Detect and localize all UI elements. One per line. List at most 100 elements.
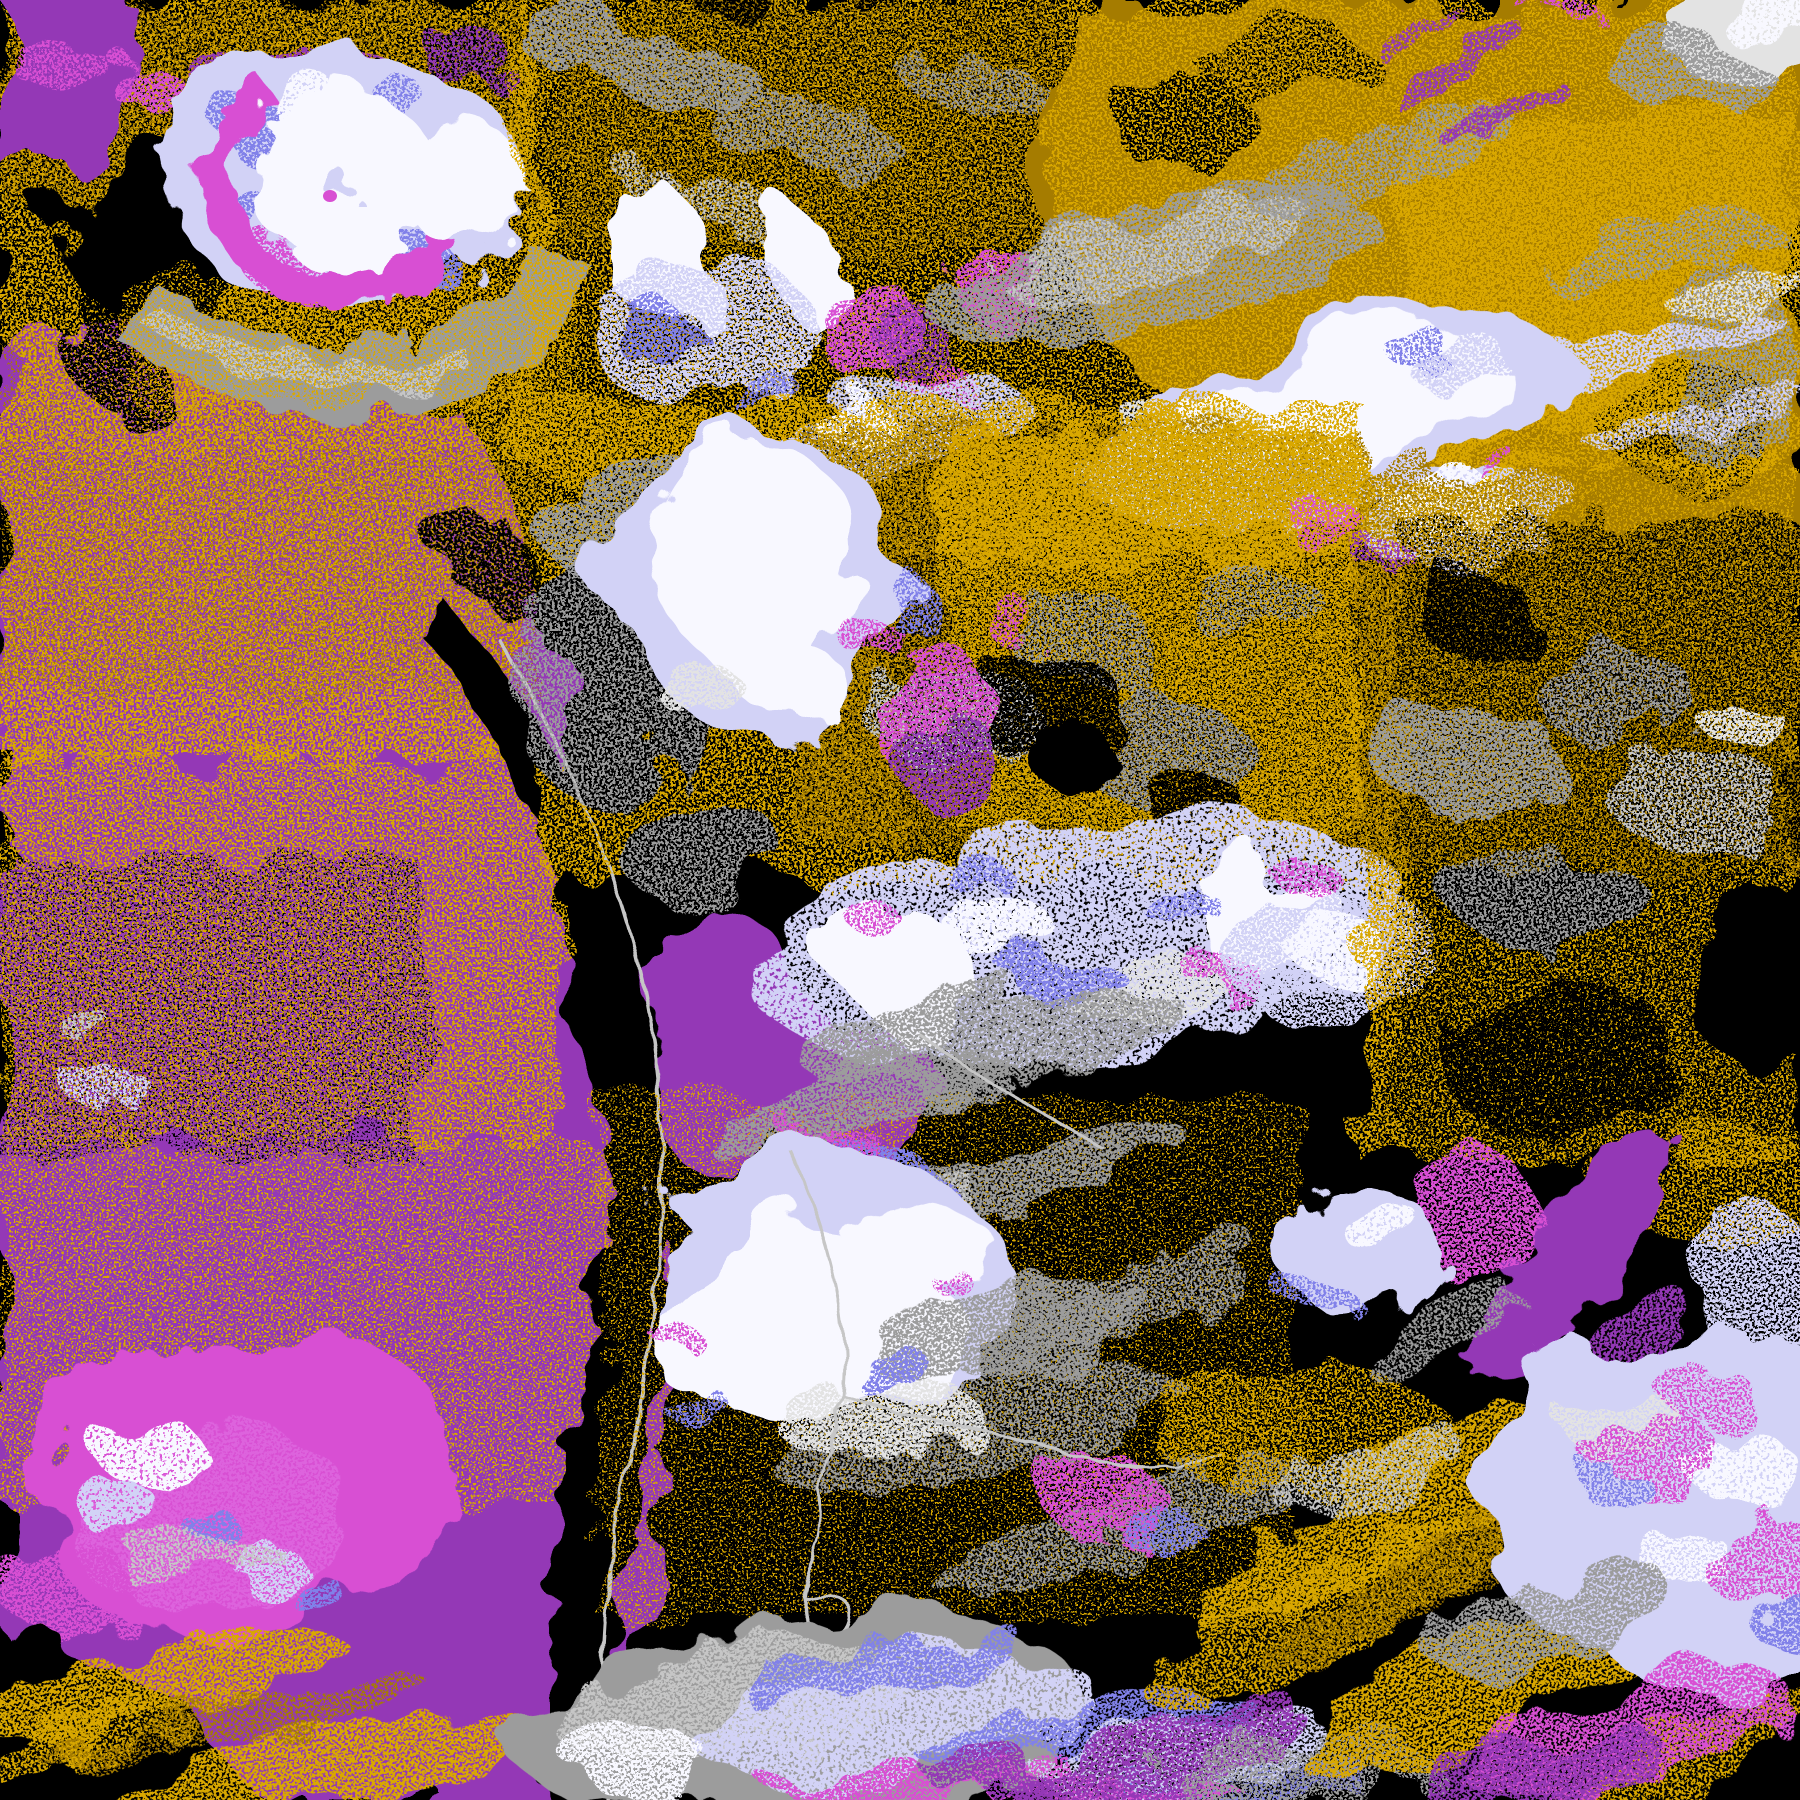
white-convective-blob xyxy=(655,440,855,670)
magenta-speck xyxy=(988,592,1032,648)
gray-cloud xyxy=(1540,650,1700,750)
black-mottle xyxy=(1440,980,1680,1140)
periwinkle-fringe xyxy=(655,1380,725,1420)
gray-cloud-band xyxy=(1532,207,1768,293)
southeast-region xyxy=(1150,1129,1800,1800)
cyclone-white-hook xyxy=(295,222,405,278)
gray-wisp xyxy=(1297,1420,1463,1520)
magenta-cloud-tail xyxy=(0,1545,140,1635)
white-cloud-spot xyxy=(260,73,340,117)
magenta-speck xyxy=(648,1315,692,1345)
periwinkle-fringe xyxy=(1285,1280,1355,1320)
periwinkle-fringe xyxy=(1120,1505,1200,1555)
magenta-mottle xyxy=(1700,1510,1800,1610)
gray-mottle xyxy=(620,790,780,910)
magenta-speck xyxy=(115,65,185,115)
periwinkle-streak xyxy=(1010,950,1120,1000)
white-cloud-blob xyxy=(945,895,1055,965)
cloud-blob xyxy=(73,1479,157,1531)
gray-wisp xyxy=(514,8,766,112)
purple-streak xyxy=(1369,10,1471,60)
gold-streak xyxy=(0,1624,335,1746)
north-central-region xyxy=(514,0,1100,482)
gray-fringe xyxy=(1446,1561,1674,1679)
cyclone-white-lobe xyxy=(405,120,525,250)
periwinkle-streak xyxy=(945,862,1015,898)
black-mottle xyxy=(1420,580,1540,660)
magenta-speck xyxy=(845,897,895,933)
periwinkle-fringe xyxy=(1745,1596,1800,1644)
purple-patch xyxy=(930,1745,1040,1800)
east-region xyxy=(1290,470,1800,1160)
tropical-cyclone xyxy=(175,35,525,320)
south-central-region xyxy=(521,1033,1440,1800)
magenta-mottle xyxy=(1665,1367,1755,1423)
gray-cloud xyxy=(1700,695,1780,745)
border-line xyxy=(919,1033,1106,1152)
gray-cloud-band xyxy=(1004,198,1316,302)
lavender-tail xyxy=(1690,1210,1800,1390)
purple-diagonal-band xyxy=(1480,1129,1670,1381)
periwinkle-streak xyxy=(732,1626,1028,1704)
white-cloud-spot xyxy=(95,1420,205,1484)
purple-patch xyxy=(890,310,950,390)
gray-wisp xyxy=(706,1047,994,1163)
periwinkle-fringe xyxy=(1585,1470,1655,1510)
gray-fringe xyxy=(862,1278,1158,1382)
purple-streak xyxy=(1379,22,1531,108)
purple-cluster xyxy=(905,705,995,815)
black-mottle xyxy=(1690,890,1800,1070)
magenta-speck xyxy=(10,30,100,90)
cloud-blob xyxy=(55,1011,115,1039)
cloud-blob xyxy=(60,1065,150,1105)
border-line xyxy=(788,1149,846,1599)
gray-wisp xyxy=(110,1528,270,1582)
southwest-pink-cloud xyxy=(0,1331,463,1639)
gold-streak xyxy=(102,1711,538,1800)
magenta-speck xyxy=(920,1256,960,1284)
magenta-speck xyxy=(1290,505,1370,555)
purple-streak xyxy=(1447,82,1563,148)
periwinkle-fringe xyxy=(1385,332,1455,368)
white-cloud-spot xyxy=(1343,1204,1427,1256)
white-cloud-spot xyxy=(570,1725,710,1795)
gray-wisp xyxy=(1681,274,1800,326)
magenta-speck xyxy=(845,615,905,665)
gold-streak xyxy=(43,1679,437,1771)
white-cloud-spot xyxy=(1280,910,1380,970)
gray-fringe xyxy=(770,1385,990,1455)
northwest-region xyxy=(0,0,594,460)
southwest-corner xyxy=(0,1624,538,1800)
periwinkle-fringe xyxy=(610,307,700,363)
gray-wisp xyxy=(614,158,786,242)
white-cloud-spur xyxy=(735,645,845,715)
central-region xyxy=(510,400,1450,1090)
lavender-wisp xyxy=(1411,313,1789,387)
purple-band xyxy=(1392,1730,1668,1800)
periwinkle-fringe xyxy=(880,570,930,630)
white-cloud-blob xyxy=(845,925,985,1025)
cyclone-eye-dot xyxy=(323,190,337,202)
gray-fringe xyxy=(1610,45,1770,105)
magenta-speck xyxy=(1520,0,1600,20)
black-fleck-field xyxy=(0,860,420,1160)
magenta-speck xyxy=(1270,850,1330,890)
white-cloud-corner xyxy=(1715,0,1800,48)
gray-cloud-band xyxy=(1246,102,1514,218)
periwinkle-fringe xyxy=(845,1348,935,1392)
lavender-fringe xyxy=(580,260,820,400)
gray-wisp xyxy=(1360,1278,1520,1382)
gray-cloud xyxy=(1450,855,1650,945)
cloud-blob xyxy=(290,1581,350,1615)
purple-speck xyxy=(1360,540,1420,580)
white-cloud-spur xyxy=(812,1210,988,1310)
gray-wisp xyxy=(701,91,899,169)
gray-fringe xyxy=(655,665,745,715)
gray-cloud xyxy=(1380,700,1560,820)
gray-cloud xyxy=(1610,750,1790,850)
periwinkle-streak xyxy=(1140,885,1220,925)
gray-wisp xyxy=(901,61,1059,119)
lavender-wisp xyxy=(1581,389,1800,451)
